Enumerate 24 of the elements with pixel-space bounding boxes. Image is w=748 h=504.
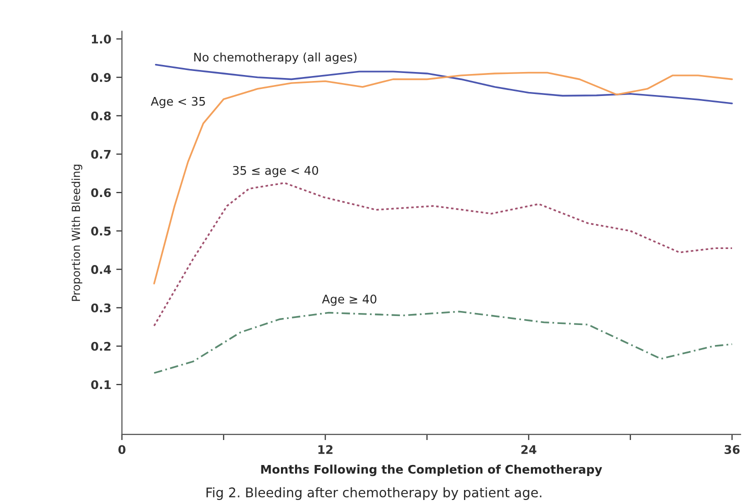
line-series — [153, 310, 733, 374]
series-label: No chemotherapy (all ages) — [194, 52, 356, 64]
y-tick-label: 0.5 — [91, 226, 111, 236]
x-axis-title: Months Following the Completion of Chemotherapy — [261, 464, 602, 476]
y-tick-label: 0.8 — [91, 111, 111, 120]
y-tick-label: 1.0 — [92, 34, 111, 44]
line-series — [153, 182, 733, 327]
line-series — [153, 72, 733, 284]
x-tick-label: 24 — [521, 445, 536, 454]
x-tick-label: 0 — [118, 445, 126, 454]
x-tick-label: 12 — [318, 445, 332, 454]
y-tick-label: 0.3 — [91, 303, 111, 312]
y-tick-label: 0.2 — [91, 342, 110, 351]
y-tick-label: 0.4 — [91, 265, 111, 274]
series-label: Age < 35 — [150, 96, 205, 108]
y-axis-title: Proportion With Bleeding — [72, 164, 82, 301]
y-tick-label: 0.9 — [91, 73, 111, 82]
y-tick-label: 0.6 — [91, 188, 111, 198]
series-label: Age ≥ 40 — [322, 294, 376, 306]
series-label: 35 ≤ age < 40 — [232, 166, 318, 178]
x-tick-label: 36 — [724, 445, 740, 454]
caption: Fig 2. Bleeding after chemotherapy by patient age. — [206, 487, 542, 500]
y-tick-label: 0.7 — [91, 150, 111, 159]
y-tick-label: 0.1 — [91, 380, 111, 390]
